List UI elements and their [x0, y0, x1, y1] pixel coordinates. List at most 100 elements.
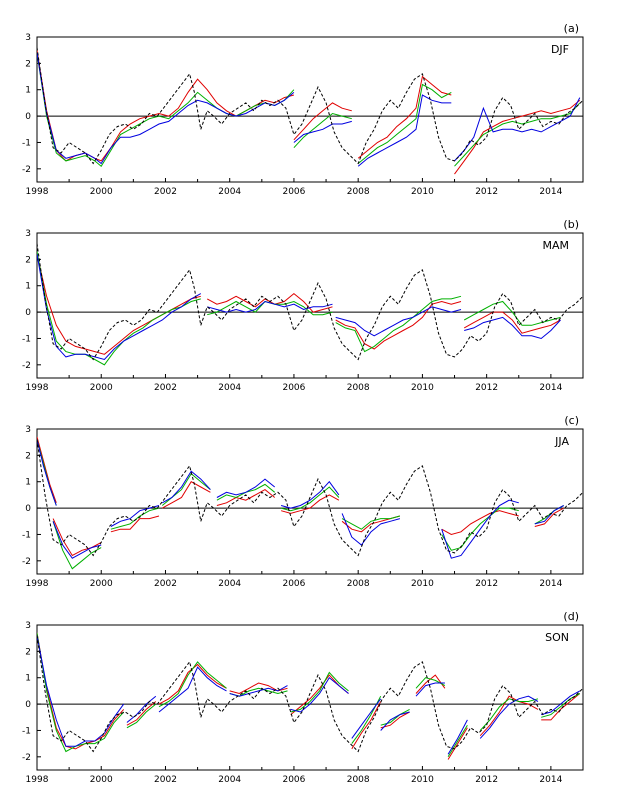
forecast-line-3 [37, 439, 57, 506]
forecast-line-1 [351, 701, 382, 750]
x-tick-label: 2008 [347, 187, 370, 197]
forecast-line-3 [541, 690, 581, 716]
forecast-line-2 [447, 724, 468, 758]
forecast-line-3 [126, 695, 157, 723]
x-tick-label: 2014 [539, 187, 562, 197]
forecast-line-2 [441, 507, 519, 551]
forecast-line-3 [447, 719, 468, 755]
forecast-line-3 [280, 480, 340, 509]
forecast-line-3 [357, 94, 452, 167]
x-tick-label: 2012 [475, 579, 498, 589]
forecast-line-2 [207, 300, 333, 316]
panel-tag: (a) [564, 22, 579, 35]
forecast-line-3 [37, 254, 202, 361]
x-tick-label: 2004 [218, 383, 241, 393]
x-tick-label: 2006 [282, 187, 305, 197]
forecast-line-3 [534, 505, 564, 525]
plot-frame [36, 36, 584, 183]
forecast-line-2 [280, 486, 340, 512]
y-tick-label: 0 [25, 700, 31, 710]
forecast-line-3 [341, 513, 401, 546]
x-tick-label: 2008 [347, 579, 370, 589]
y-tick-label: 0 [25, 504, 31, 514]
forecast-line-3 [162, 470, 211, 504]
y-tick-label: 1 [25, 86, 31, 96]
forecast-line-3 [293, 120, 352, 143]
y-tick-label: 1 [25, 478, 31, 488]
observed-line [37, 243, 583, 361]
y-tick-label: 3 [25, 33, 31, 43]
forecast-line-1 [162, 481, 211, 509]
forecast-line-3 [110, 505, 160, 527]
observed-line [37, 439, 583, 557]
forecast-line-2 [37, 52, 295, 167]
x-tick-label: 2012 [475, 187, 498, 197]
x-tick-label: 2000 [90, 187, 113, 197]
y-tick-label: -2 [22, 165, 31, 175]
forecast-line-3 [37, 635, 125, 747]
forecast-line-3 [229, 685, 288, 697]
y-tick-label: 3 [25, 425, 31, 435]
forecast-line-1 [52, 518, 102, 557]
forecast-line-1 [290, 674, 349, 715]
panel-tag: (d) [563, 610, 579, 623]
forecast-line-3 [207, 300, 333, 313]
forecast-line-2 [37, 632, 125, 753]
forecast-line-3 [479, 695, 539, 739]
y-tick-label: 2 [25, 59, 31, 69]
season-label: SON [545, 631, 569, 644]
forecast-line-3 [335, 306, 462, 337]
y-tick-label: 1 [25, 674, 31, 684]
forecast-line-3 [37, 52, 295, 165]
x-tick-label: 1998 [26, 383, 49, 393]
series-group [37, 436, 583, 570]
forecast-line-2 [357, 83, 452, 164]
y-tick-label: 0 [25, 308, 31, 318]
panel-mam: -2 -1 0 1 2 3 1998 2000 2002 2004 2006 2008 2010 2012… [22, 218, 584, 393]
forecast-line-3 [454, 97, 581, 162]
y-tick-label: 2 [25, 647, 31, 657]
forecast-line-1 [126, 701, 157, 726]
forecast-line-1 [463, 311, 561, 334]
forecast-line-1 [293, 102, 352, 141]
x-tick-label: 2000 [90, 383, 113, 393]
panel-tag: (b) [563, 218, 579, 231]
season-label: DJF [551, 43, 569, 56]
panel-djf: -2 -1 0 1 2 3 1998 2000 2002 2004 2006 2008 2010 2012… [22, 22, 584, 197]
y-tick-label: -2 [22, 557, 31, 567]
forecast-line-2 [158, 661, 227, 708]
x-tick-label: 2002 [154, 579, 177, 589]
x-tick-label: 2006 [282, 579, 305, 589]
x-tick-label: 2010 [411, 383, 434, 393]
forecast-line-3 [415, 682, 445, 697]
forecast-line-3 [441, 499, 519, 559]
x-tick-label: 2006 [282, 383, 305, 393]
season-label: MAM [542, 239, 569, 252]
forecast-line-2 [454, 102, 581, 167]
x-tick-label: 2010 [411, 775, 434, 785]
x-tick-label: 2012 [475, 775, 498, 785]
x-tick-label: 2004 [218, 775, 241, 785]
forecast-line-2 [335, 295, 462, 353]
series-group [37, 243, 583, 366]
season-label: JJA [554, 435, 569, 448]
x-tick-label: 2014 [539, 383, 562, 393]
y-tick-label: -2 [22, 361, 31, 371]
forecast-line-2 [290, 671, 349, 713]
x-tick-label: 2002 [154, 187, 177, 197]
forecast-line-1 [37, 253, 201, 355]
forecast-line-1 [534, 507, 564, 527]
y-tick-label: 2 [25, 255, 31, 265]
y-tick-label: 0 [25, 112, 31, 122]
forecast-line-1 [335, 300, 462, 350]
x-tick-label: 2008 [347, 775, 370, 785]
forecast-line-1 [454, 99, 581, 175]
forecast-line-3 [380, 711, 410, 731]
x-tick-label: 2002 [154, 383, 177, 393]
x-tick-label: 2014 [539, 579, 562, 589]
y-tick-label: -1 [22, 726, 31, 736]
forecast-line-1 [37, 632, 125, 750]
forecast-line-1 [37, 436, 57, 503]
x-tick-label: 1998 [26, 187, 49, 197]
